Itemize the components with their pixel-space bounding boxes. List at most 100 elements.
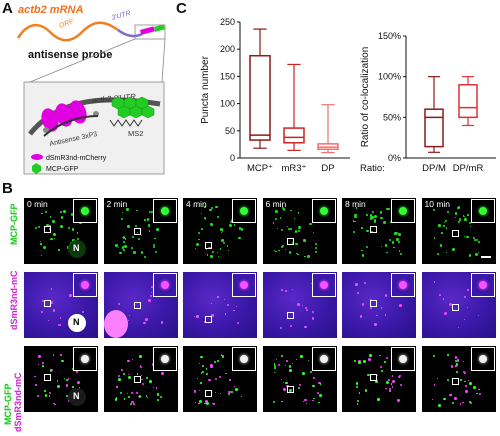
zoom-inset <box>152 199 177 223</box>
puncta-dot <box>143 255 146 258</box>
puncta-dot <box>280 228 284 232</box>
zoom-inset <box>73 273 97 297</box>
y-tick-label: 50 <box>225 126 235 136</box>
puncta-dot <box>363 281 367 284</box>
puncta-dot <box>71 386 74 388</box>
puncta-dot <box>298 387 301 390</box>
puncta-dot <box>42 299 45 302</box>
puncta-dot <box>206 254 209 256</box>
puncta-dot <box>52 219 56 223</box>
box-MCP⁺ <box>249 28 271 149</box>
frame-r3-c5 <box>342 346 416 412</box>
puncta-dot <box>152 386 155 389</box>
puncta-dot <box>198 238 200 241</box>
puncta-dot <box>390 383 393 386</box>
puncta-dot <box>288 365 292 369</box>
puncta-dot <box>200 382 202 384</box>
puncta-dot <box>356 403 359 405</box>
frame-r3-c2 <box>103 346 178 412</box>
roi-box <box>286 238 294 245</box>
puncta-dot <box>315 247 318 250</box>
puncta-dot <box>220 393 222 395</box>
puncta-dot <box>457 359 460 362</box>
puncta-dot <box>195 242 199 246</box>
puncta-dot <box>380 245 382 247</box>
puncta-dot <box>228 392 231 395</box>
puncta-dot <box>205 368 207 370</box>
puncta-dot <box>468 222 471 225</box>
puncta-dot <box>473 237 476 240</box>
puncta-dot <box>52 309 56 312</box>
puncta-dot <box>216 215 219 218</box>
puncta-dot <box>230 390 234 393</box>
puncta-dot <box>215 392 217 394</box>
frame-r3-c4 <box>262 346 337 412</box>
puncta-dot <box>200 227 204 230</box>
puncta-dot <box>240 227 244 231</box>
puncta-dot <box>220 354 223 356</box>
frame-r3-c1: N <box>24 346 98 412</box>
puncta-dot <box>128 396 130 398</box>
puncta-dot <box>397 399 400 402</box>
puncta-dot <box>202 365 204 368</box>
puncta-dot <box>273 250 275 252</box>
puncta-dot <box>303 255 306 258</box>
puncta-dot <box>198 232 201 235</box>
frame-r1-c6: 10 min <box>421 198 496 264</box>
puncta-dot <box>53 233 57 237</box>
puncta-dot <box>211 302 213 304</box>
bright-blob <box>103 310 128 338</box>
puncta-dot <box>152 243 156 247</box>
puncta-dot <box>114 398 118 401</box>
puncta-dot <box>461 401 464 404</box>
puncta-dot <box>384 360 387 363</box>
roi-box <box>370 226 377 233</box>
puncta-dot <box>45 210 48 213</box>
puncta-dot <box>287 227 291 230</box>
puncta-dot <box>54 403 56 406</box>
puncta-dot <box>390 221 392 223</box>
puncta-dot <box>380 307 383 309</box>
puncta-dot <box>240 396 243 398</box>
puncta-dot <box>198 389 200 392</box>
puncta-dot <box>205 218 207 221</box>
puncta-dot <box>312 399 314 402</box>
puncta-dot <box>199 362 201 364</box>
puncta-dot <box>455 363 459 367</box>
puncta-dot <box>202 229 204 231</box>
puncta-dot <box>279 217 281 219</box>
puncta-dot <box>438 224 442 227</box>
puncta-dot <box>198 400 202 404</box>
puncta-dot <box>398 232 402 236</box>
puncta-dot <box>366 373 369 376</box>
ms2-label: MS2 <box>128 129 143 138</box>
puncta-dot <box>49 216 51 218</box>
y-tick-label: 150% <box>378 31 401 41</box>
puncta-dot <box>275 217 278 220</box>
puncta-dot <box>463 215 465 217</box>
puncta-dot <box>451 401 454 405</box>
puncta-dot <box>123 248 125 251</box>
puncta-dot <box>115 397 118 400</box>
puncta-dot <box>213 402 216 405</box>
puncta-dot <box>40 212 43 215</box>
puncta-dot <box>118 377 122 381</box>
puncta-dot <box>286 225 289 228</box>
puncta-dot <box>443 311 447 315</box>
legend-swatch-mcherry <box>31 154 43 160</box>
puncta-dot <box>195 315 199 319</box>
frame-r3-c3 <box>183 346 257 412</box>
puncta-dot <box>303 239 306 242</box>
puncta-dot <box>50 288 53 290</box>
time-label: 10 min <box>424 199 451 209</box>
puncta-dot <box>236 305 238 307</box>
panel-letter-b: B <box>2 180 13 197</box>
puncta-dot <box>200 355 203 359</box>
puncta-dot <box>123 373 126 376</box>
row-label-merge-a: MCP-GFP <box>3 383 13 426</box>
row-label-merge-b: dSmR3nd-mC <box>13 372 23 432</box>
puncta-dot <box>290 209 292 211</box>
puncta-dot <box>463 372 466 375</box>
puncta-dot <box>368 374 371 377</box>
puncta-dot <box>225 372 227 375</box>
